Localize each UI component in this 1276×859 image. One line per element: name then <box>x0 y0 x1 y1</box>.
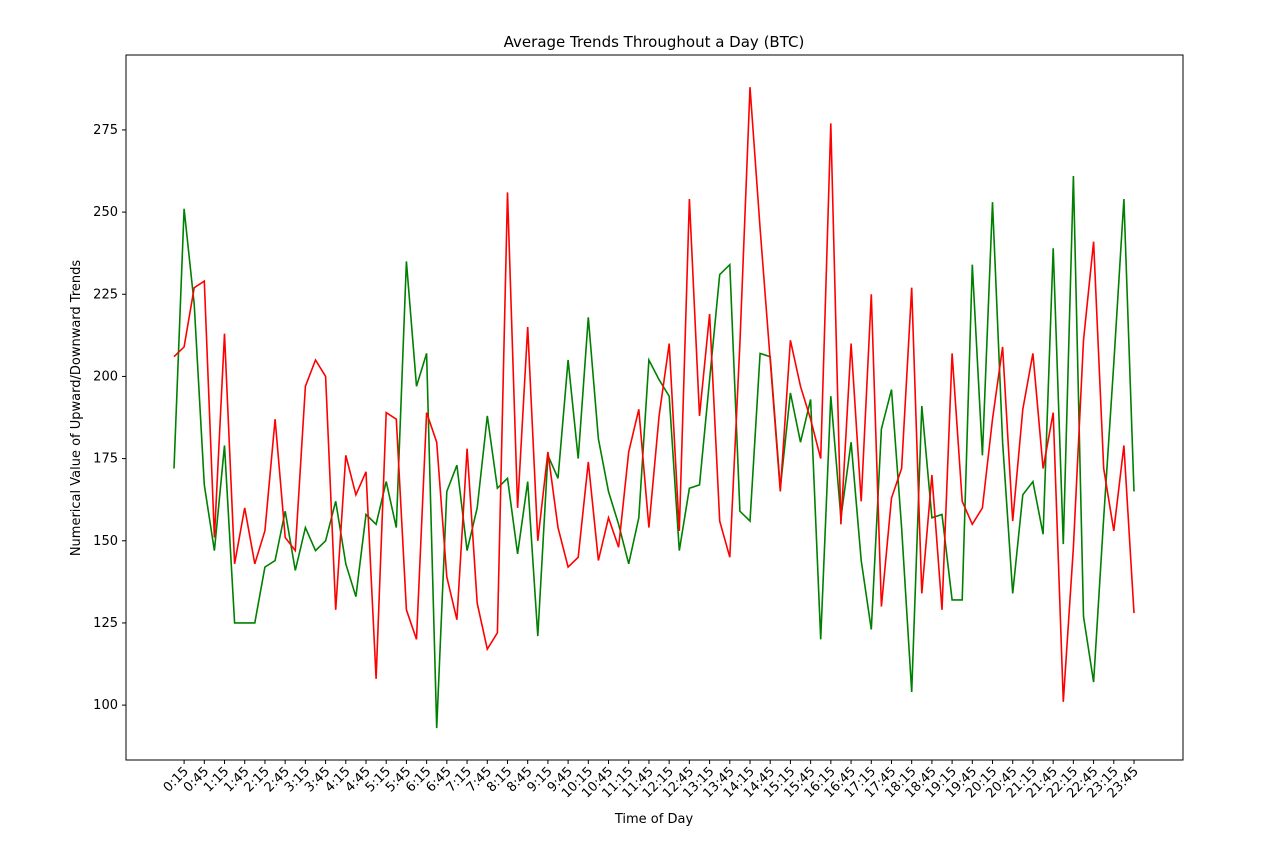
y-tick-label: 175 <box>93 452 118 467</box>
series-line <box>173 87 1135 702</box>
series-line <box>173 175 1135 729</box>
y-axis-label: Numerical Value of Upward/Downward Trend… <box>69 260 84 557</box>
x-axis-label: Time of Day <box>614 812 694 827</box>
y-tick-label: 125 <box>93 616 118 631</box>
y-tick-label: 100 <box>93 698 118 713</box>
y-tick-label: 275 <box>93 123 118 138</box>
chart-title: Average Trends Throughout a Day (BTC) <box>504 33 805 51</box>
y-tick-label: 200 <box>93 369 118 384</box>
plot-frame <box>125 54 1184 761</box>
y-tick-label: 225 <box>93 287 118 302</box>
y-tick-label: 250 <box>93 205 118 220</box>
y-tick-label: 150 <box>93 534 118 549</box>
